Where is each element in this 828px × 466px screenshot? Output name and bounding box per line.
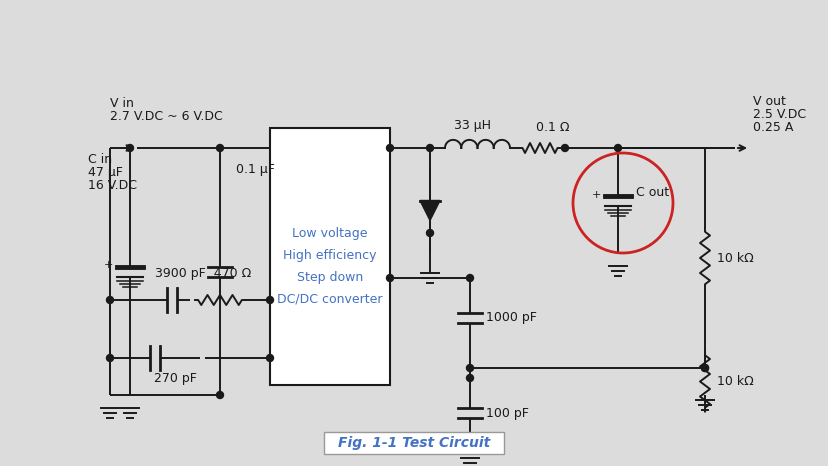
Circle shape — [700, 364, 708, 371]
Text: C in: C in — [88, 153, 112, 166]
Text: C out: C out — [635, 186, 668, 199]
Circle shape — [466, 274, 473, 281]
Circle shape — [266, 296, 273, 303]
Text: 10 kΩ: 10 kΩ — [716, 252, 753, 265]
Text: 0.1 Ω: 0.1 Ω — [535, 121, 569, 134]
Circle shape — [426, 229, 433, 237]
Circle shape — [106, 296, 113, 303]
Text: 0.1 μF: 0.1 μF — [236, 164, 275, 177]
Circle shape — [561, 144, 568, 151]
Circle shape — [466, 364, 473, 371]
Text: V out: V out — [752, 95, 785, 108]
Circle shape — [614, 144, 621, 151]
Text: 270 pF: 270 pF — [153, 372, 196, 385]
Text: Fig. 1-1 Test Circuit: Fig. 1-1 Test Circuit — [338, 436, 489, 450]
Circle shape — [426, 144, 433, 151]
Circle shape — [216, 144, 224, 151]
Circle shape — [127, 144, 133, 151]
Text: 100 pF: 100 pF — [485, 406, 528, 419]
Circle shape — [700, 364, 708, 371]
Circle shape — [466, 375, 473, 382]
Bar — [324, 432, 503, 454]
Polygon shape — [420, 200, 440, 220]
Circle shape — [386, 274, 393, 281]
Text: 47 μF: 47 μF — [88, 166, 123, 179]
Circle shape — [386, 144, 393, 151]
Text: 16 V.DC: 16 V.DC — [88, 179, 137, 192]
Text: 1000 pF: 1000 pF — [485, 311, 537, 324]
Text: 3900 pF  470 Ω: 3900 pF 470 Ω — [155, 267, 251, 280]
Circle shape — [216, 391, 224, 398]
Text: Low voltage
High efficiency
Step down
DC/DC converter: Low voltage High efficiency Step down DC… — [277, 227, 383, 306]
Text: V in: V in — [110, 97, 133, 110]
Circle shape — [106, 355, 113, 362]
Text: 0.25 A: 0.25 A — [752, 121, 792, 134]
Text: 33 μH: 33 μH — [454, 119, 490, 132]
Circle shape — [266, 355, 273, 362]
Text: 2.5 V.DC: 2.5 V.DC — [752, 108, 805, 121]
Text: +: + — [104, 260, 113, 270]
Text: +: + — [591, 190, 600, 199]
Text: 10 kΩ: 10 kΩ — [716, 375, 753, 388]
Text: 2.7 V.DC ~ 6 V.DC: 2.7 V.DC ~ 6 V.DC — [110, 110, 223, 123]
Bar — [270, 128, 389, 385]
